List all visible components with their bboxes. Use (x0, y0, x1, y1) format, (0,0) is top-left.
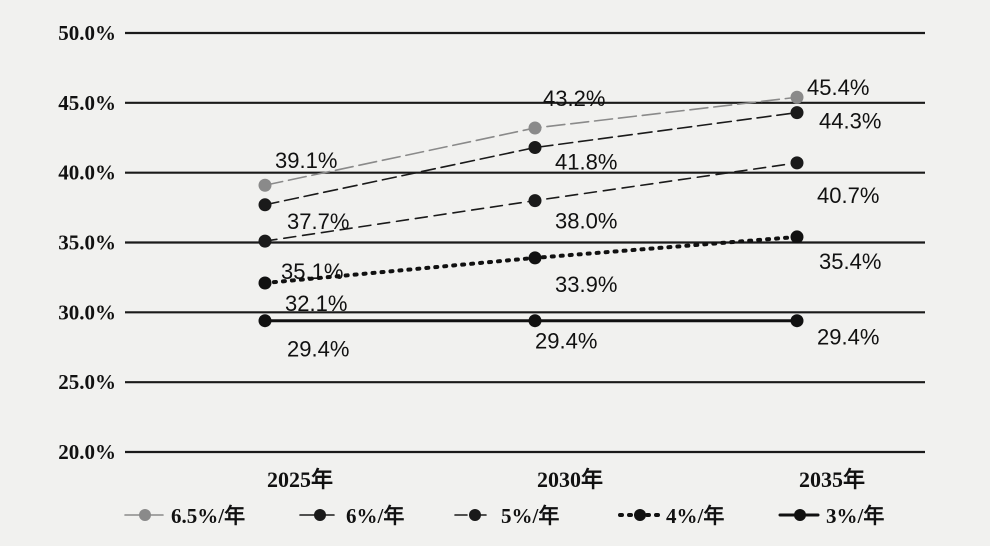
data-label: 41.8% (555, 150, 617, 175)
data-label: 39.1% (275, 148, 337, 173)
legend-marker (139, 509, 151, 521)
data-point (528, 121, 542, 135)
data-label: 32.1% (285, 291, 347, 316)
data-label: 43.2% (543, 86, 605, 111)
data-label: 29.4% (817, 325, 879, 350)
data-label: 37.7% (287, 209, 349, 234)
data-label: 29.4% (535, 329, 597, 354)
data-point (528, 141, 542, 155)
data-label: 29.4% (287, 337, 349, 362)
x-tick-label: 2025年 (267, 467, 333, 492)
legend-label: 4%/年 (666, 504, 724, 528)
x-tick-label: 2035年 (799, 467, 865, 492)
data-label: 33.9% (555, 272, 617, 297)
data-point (258, 178, 272, 192)
y-tick-label: 20.0% (58, 440, 116, 464)
legend-marker (794, 509, 806, 521)
data-point (528, 194, 542, 208)
y-tick-label: 40.0% (58, 161, 116, 185)
data-label: 40.7% (817, 183, 879, 208)
y-tick-label: 30.0% (58, 300, 116, 324)
data-point (790, 314, 804, 328)
data-label: 38.0% (555, 209, 617, 234)
y-tick-label: 25.0% (58, 370, 116, 394)
y-tick-label: 45.0% (58, 91, 116, 115)
legend-label: 6%/年 (346, 504, 404, 528)
data-point (528, 251, 542, 265)
legend-label: 5%/年 (501, 504, 559, 528)
legend-label: 3%/年 (826, 504, 884, 528)
data-point (258, 314, 272, 328)
data-point (790, 106, 804, 120)
data-label: 45.4% (807, 75, 869, 100)
data-point (258, 234, 272, 248)
legend-marker (634, 509, 646, 521)
y-tick-label: 35.0% (58, 231, 116, 255)
y-tick-label: 50.0% (58, 21, 116, 45)
data-point (790, 230, 804, 244)
series-line (264, 111, 798, 206)
x-tick-label: 2030年 (537, 467, 603, 492)
data-point (528, 314, 542, 328)
legend-marker (314, 509, 326, 521)
data-point (790, 90, 804, 104)
legend-label: 6.5%/年 (171, 504, 245, 528)
data-point (790, 156, 804, 170)
data-label: 44.3% (819, 109, 881, 134)
data-label: 35.4% (819, 249, 881, 274)
data-point (258, 198, 272, 212)
legend-marker (469, 509, 481, 521)
data-point (258, 276, 272, 290)
